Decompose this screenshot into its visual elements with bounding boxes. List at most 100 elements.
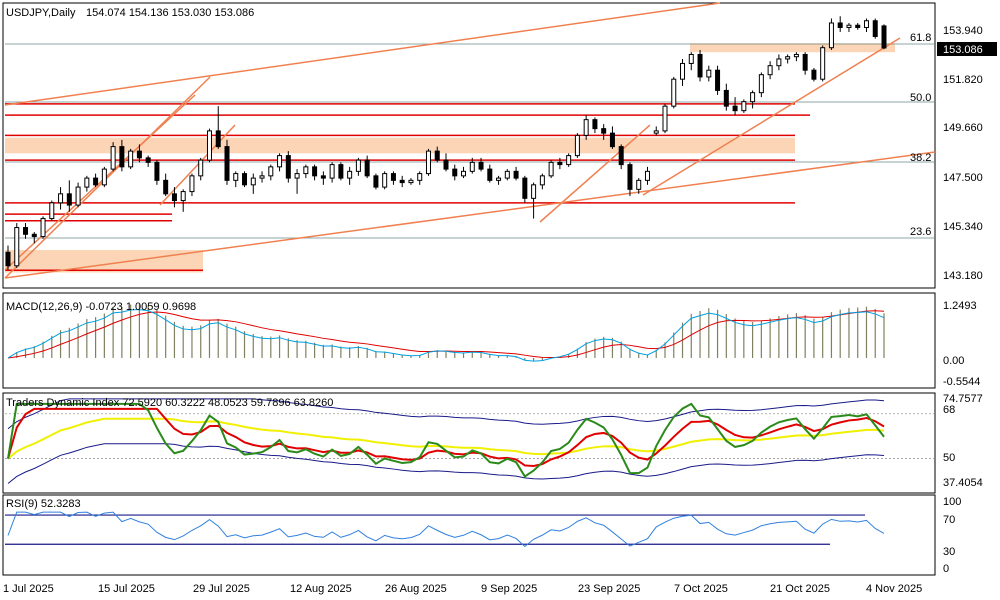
tdi-market-base-line xyxy=(7,417,885,460)
fib-500-label: 50.0 xyxy=(910,92,931,104)
candle-bull xyxy=(496,177,502,181)
candle-bear xyxy=(163,179,169,195)
candle-bear xyxy=(522,177,528,199)
candle-bear xyxy=(390,173,396,181)
trendline xyxy=(4,151,936,279)
candle-bear xyxy=(601,128,607,134)
candle-bull xyxy=(644,170,650,181)
candle-bull xyxy=(417,173,423,181)
trendline xyxy=(4,94,196,271)
trendline xyxy=(4,76,211,279)
candle-bull xyxy=(49,202,55,220)
candle-bear xyxy=(154,161,160,181)
candle-bear xyxy=(5,251,11,267)
candle-bull xyxy=(653,130,659,134)
candle-bear xyxy=(478,161,484,170)
candle-bull xyxy=(539,175,545,186)
candle-bear xyxy=(557,161,563,166)
candle-bear xyxy=(136,150,142,159)
candle-bull xyxy=(303,166,309,175)
current-price-label: 153.086 xyxy=(943,44,983,56)
candle-bear xyxy=(145,157,151,163)
time-tick: 15 Jul 2025 xyxy=(98,583,155,595)
candle-bull xyxy=(250,177,256,186)
candle-bull xyxy=(662,105,668,132)
candle-bear xyxy=(31,233,37,238)
candle-bull xyxy=(793,53,799,58)
price-tick: 151.820 xyxy=(943,74,983,86)
candle-bear xyxy=(872,20,878,37)
tdi-lower-band xyxy=(7,443,885,484)
trendline xyxy=(4,2,721,106)
candle-bull xyxy=(128,150,134,168)
tdi-tick: 74.7577 xyxy=(943,393,983,405)
time-axis: 1 Jul 2025 15 Jul 2025 29 Jul 2025 12 Au… xyxy=(3,583,922,595)
candle-bull xyxy=(469,161,475,172)
candle-bear xyxy=(443,159,449,170)
price-axis: 153.940 151.820 149.660 147.500 145.340 … xyxy=(937,25,997,282)
rsi-tick: 70 xyxy=(943,514,955,526)
candle-bear xyxy=(715,69,721,91)
candle-bear xyxy=(881,25,887,49)
candle-bear xyxy=(320,175,326,179)
time-tick: 29 Jul 2025 xyxy=(193,583,250,595)
candle-bull xyxy=(75,186,81,206)
time-tick: 7 Oct 2025 xyxy=(674,583,728,595)
candle-bear xyxy=(434,150,440,161)
rsi-title: RSI(9) 52.3283 xyxy=(6,498,81,510)
candle-bull xyxy=(671,78,677,107)
candle-bull xyxy=(846,24,852,28)
candle-bull xyxy=(758,74,764,94)
rsi-panel xyxy=(2,494,936,576)
candle-bull xyxy=(741,101,747,112)
macd-panel xyxy=(2,292,936,389)
trendline xyxy=(539,124,651,223)
candle-bull xyxy=(14,227,20,267)
price-tick: 143.180 xyxy=(943,270,983,282)
candle-bull xyxy=(820,47,826,80)
rsi-tick: 100 xyxy=(943,496,961,508)
candle-bear xyxy=(66,193,72,206)
zones-layer xyxy=(5,43,895,273)
fib-382-label: 38.2 xyxy=(910,152,931,164)
time-tick: 26 Aug 2025 xyxy=(385,583,447,595)
candle-bear xyxy=(242,173,248,186)
price-tick: 149.660 xyxy=(943,122,983,134)
candle-bear xyxy=(23,227,29,235)
candle-bull xyxy=(347,170,353,179)
tdi-tick: 37.4054 xyxy=(943,477,983,489)
trendline xyxy=(159,124,236,206)
candle-bull xyxy=(206,130,212,161)
candle-bull xyxy=(776,58,782,67)
candle-bull xyxy=(750,92,756,103)
rsi-tick: 0 xyxy=(943,563,949,575)
candle-bear xyxy=(837,22,843,28)
candle-bull xyxy=(268,166,274,177)
time-tick: 21 Oct 2025 xyxy=(770,583,830,595)
price-tick: 153.940 xyxy=(943,25,983,37)
candle-bull xyxy=(706,69,712,78)
macd-layer xyxy=(7,304,885,362)
candle-bear xyxy=(285,155,291,179)
macd-main-line xyxy=(7,309,885,362)
ohlc-readout: 154.074 154.136 153.030 153.086 xyxy=(86,7,254,19)
rsi-tick: 30 xyxy=(943,546,955,558)
candle-bull xyxy=(828,22,834,49)
candle-bull xyxy=(504,170,510,179)
tdi-tick: 68 xyxy=(943,404,955,416)
candle-bull xyxy=(198,159,204,177)
candle-bull xyxy=(785,56,791,60)
candle-bear xyxy=(312,166,318,177)
time-tick: 9 Sep 2025 xyxy=(481,583,537,595)
macd-title: MACD(12,26,9) -0.0723 1.0059 0.9698 xyxy=(6,301,196,313)
candle-bear xyxy=(487,168,493,181)
candle-bull xyxy=(382,173,388,188)
candle-bull xyxy=(189,175,195,193)
candle-bull xyxy=(863,20,869,28)
candle-bull xyxy=(566,155,572,166)
candle-bull xyxy=(294,173,300,179)
candle-bull xyxy=(233,173,239,181)
candle-bull xyxy=(40,218,46,238)
candle-bear xyxy=(338,164,344,179)
